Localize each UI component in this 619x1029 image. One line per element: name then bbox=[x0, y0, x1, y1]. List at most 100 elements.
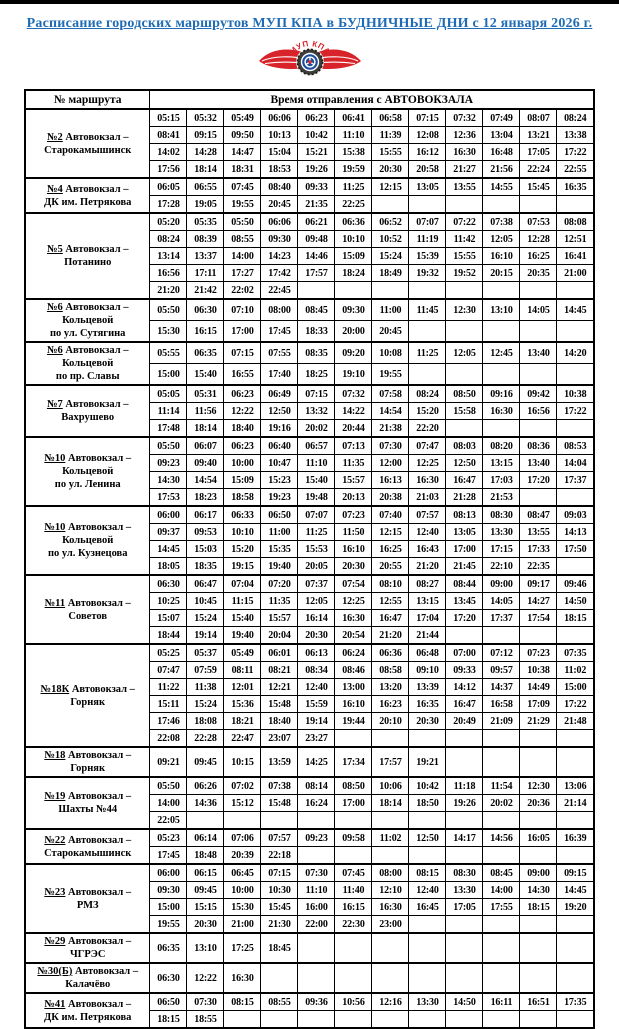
route-label: №22 Автовокзал – Старокамышинск bbox=[24, 828, 151, 865]
time-cell: 07:32 bbox=[445, 108, 484, 127]
time-cell bbox=[519, 729, 558, 748]
time-cell bbox=[519, 488, 558, 507]
time-cell: 07:45 bbox=[334, 863, 373, 882]
route-label: №6 Автовокзал – Кольцевой по пр. Славы bbox=[24, 341, 151, 386]
time-cell: 15:21 bbox=[297, 143, 336, 161]
time-cell: 19:32 bbox=[408, 264, 447, 282]
time-cell: 07:53 bbox=[519, 212, 558, 231]
time-cell: 16:56 bbox=[519, 402, 558, 420]
time-cell bbox=[556, 962, 595, 994]
time-cell bbox=[260, 1010, 299, 1029]
time-cell bbox=[334, 811, 373, 830]
time-cell: 18:49 bbox=[371, 264, 410, 282]
time-cell: 12:28 bbox=[519, 230, 558, 248]
time-cell: 06:47 bbox=[186, 574, 225, 593]
time-cell: 06:17 bbox=[186, 505, 225, 524]
time-cell: 10:08 bbox=[371, 341, 410, 364]
time-cell: 22:35 bbox=[519, 557, 558, 576]
time-cell: 12:50 bbox=[445, 454, 484, 472]
route-number: №30(Б) bbox=[37, 966, 73, 977]
page-title: Расписание городских маршрутов МУП КПА в… bbox=[26, 16, 593, 31]
time-cell: 14:22 bbox=[334, 402, 373, 420]
time-cell: 09:16 bbox=[482, 384, 521, 403]
time-cell: 07:12 bbox=[482, 643, 521, 662]
time-cell: 09:30 bbox=[260, 230, 299, 248]
time-cell: 06:01 bbox=[260, 643, 299, 662]
time-cell: 08:36 bbox=[519, 436, 558, 455]
time-cell: 12:25 bbox=[408, 454, 447, 472]
time-cell: 06:41 bbox=[334, 108, 373, 127]
time-cell bbox=[371, 811, 410, 830]
time-cell: 09:48 bbox=[297, 230, 336, 248]
time-cell: 09:33 bbox=[445, 661, 484, 679]
time-cell bbox=[556, 746, 595, 778]
time-cell: 17:27 bbox=[223, 264, 262, 282]
time-cell: 16:43 bbox=[408, 540, 447, 558]
time-cell: 08:13 bbox=[445, 505, 484, 524]
route-label: №10 Автовокзал – Кольцевой по ул. Кузнецов… bbox=[24, 505, 151, 576]
time-cell: 13:00 bbox=[334, 678, 373, 696]
time-cell: 08:27 bbox=[408, 574, 447, 593]
time-cell: 22:18 bbox=[260, 846, 299, 865]
time-cell: 18:14 bbox=[186, 160, 225, 179]
schedule-row: №7 Автовокзал – Вахрушево 05:05 05:31 06:23 0… bbox=[24, 384, 595, 438]
time-cell bbox=[482, 915, 521, 934]
schedule-row: №10 Автовокзал – Кольцевой по ул. Ленина 05… bbox=[24, 436, 595, 507]
time-cell: 16:51 bbox=[519, 992, 558, 1011]
schedule-row: 18:05 18:35 19:15 19:40 20:05 20:30 20:55 21:20… bbox=[25, 557, 595, 576]
route-number: №23 bbox=[44, 886, 66, 898]
route-label: №10 Автовокзал – Кольцевой по ул. Ленина bbox=[24, 436, 151, 507]
time-cell: 10:45 bbox=[186, 592, 225, 610]
time-cell: 20:49 bbox=[445, 712, 484, 730]
route-number: №22 bbox=[44, 834, 66, 846]
time-cell: 12:01 bbox=[223, 678, 262, 696]
time-cell: 16:41 bbox=[556, 247, 595, 265]
time-cell: 12:30 bbox=[519, 776, 558, 795]
time-cell bbox=[445, 729, 484, 748]
time-cell bbox=[556, 811, 595, 830]
time-cell: 20:55 bbox=[371, 557, 410, 576]
time-cell: 17:28 bbox=[149, 195, 188, 214]
time-cell: 10:25 bbox=[149, 592, 188, 610]
time-cell: 10:15 bbox=[223, 746, 262, 778]
time-cell: 14:45 bbox=[556, 881, 595, 899]
time-cell bbox=[519, 811, 558, 830]
time-cell: 07:13 bbox=[334, 436, 373, 455]
time-cell: 06:13 bbox=[297, 643, 336, 662]
time-cell: 07:57 bbox=[260, 828, 299, 847]
time-cell: 17:42 bbox=[260, 264, 299, 282]
time-cell: 15:45 bbox=[519, 177, 558, 196]
time-cell: 11:35 bbox=[334, 454, 373, 472]
time-cell: 09:15 bbox=[186, 126, 225, 144]
time-cell: 20:05 bbox=[297, 557, 336, 576]
time-cell bbox=[445, 281, 484, 300]
time-cell: 20:54 bbox=[334, 626, 373, 645]
time-cell: 22:24 bbox=[519, 160, 558, 179]
time-cell: 21:38 bbox=[371, 419, 410, 438]
time-cell: 14:50 bbox=[556, 592, 595, 610]
time-cell: 16:05 bbox=[519, 828, 558, 847]
time-cell: 08:35 bbox=[297, 341, 336, 364]
time-cell: 14:00 bbox=[149, 794, 188, 812]
time-cell: 14:00 bbox=[223, 247, 262, 265]
time-cell: 06:24 bbox=[334, 643, 373, 662]
time-cell: 16:00 bbox=[297, 898, 336, 916]
time-cell bbox=[482, 932, 521, 964]
time-cell: 15:40 bbox=[186, 363, 225, 386]
time-cell: 15:35 bbox=[260, 540, 299, 558]
time-cell: 12:25 bbox=[334, 592, 373, 610]
time-cell bbox=[334, 846, 373, 865]
time-cell: 12:15 bbox=[371, 523, 410, 541]
time-cell: 13:06 bbox=[556, 776, 595, 795]
time-cell: 21:48 bbox=[556, 712, 595, 730]
time-cell: 21:56 bbox=[482, 160, 521, 179]
time-cell: 07:45 bbox=[223, 177, 262, 196]
time-cell bbox=[482, 729, 521, 748]
time-cell: 17:53 bbox=[149, 488, 188, 507]
time-cell: 08:08 bbox=[556, 212, 595, 231]
time-cell: 19:40 bbox=[260, 557, 299, 576]
time-cell: 23:27 bbox=[297, 729, 336, 748]
time-cell: 20:39 bbox=[223, 846, 262, 865]
time-cell: 19:44 bbox=[334, 712, 373, 730]
time-cell bbox=[556, 419, 595, 438]
